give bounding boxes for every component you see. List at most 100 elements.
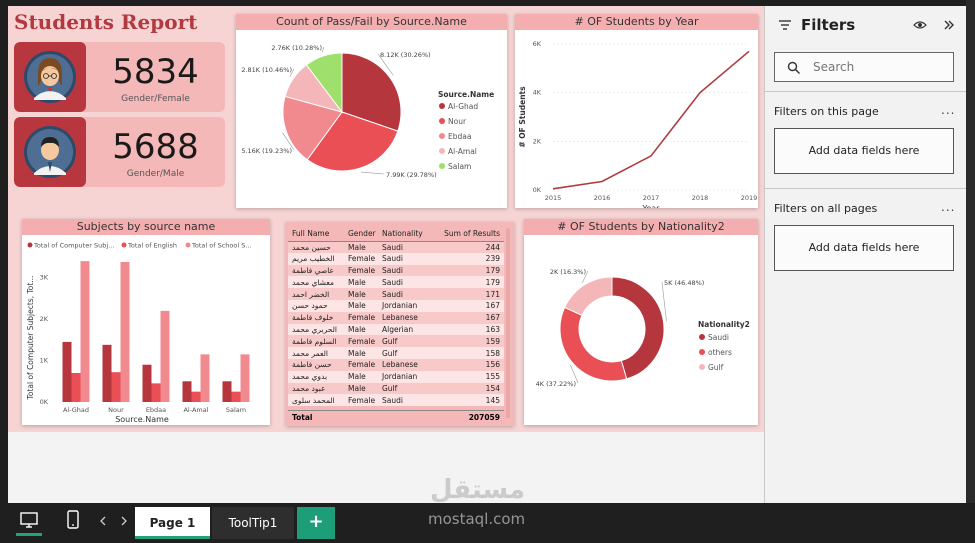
table-scrollbar[interactable] xyxy=(506,228,510,418)
tab-tooltip1[interactable]: ToolTip1 xyxy=(212,507,294,539)
table-cell: عبود محمد xyxy=(288,382,344,395)
table-cell: Jordanian xyxy=(378,299,424,312)
table-cell: 163 xyxy=(424,323,504,336)
table-total-row: Total 207059 xyxy=(288,410,504,424)
add-page-button[interactable]: + xyxy=(297,507,335,539)
table-cell: Gulf xyxy=(378,335,424,348)
filters-on-this-page-label: Filters on this page xyxy=(774,105,879,118)
donut-data-label: 4K (37.22%) xyxy=(536,380,576,388)
kpi-label: Gender/Female xyxy=(121,94,190,104)
table-row[interactable]: الحربري محمد Male Algerian 163 xyxy=(288,323,504,336)
legend-label: Saudi xyxy=(708,333,729,342)
table-cell: 167 xyxy=(424,299,504,312)
kpi-avatar-panel xyxy=(14,117,86,187)
leader-line xyxy=(360,171,385,175)
table-cell: 244 xyxy=(424,241,504,253)
y-tick-label: 1K xyxy=(40,357,49,365)
table-row[interactable]: الخطيب مريم Female Saudi 239 xyxy=(288,252,504,265)
table-row[interactable]: معشاي محمد Male Saudi 179 xyxy=(288,276,504,289)
legend-label: Salam xyxy=(448,162,471,171)
chart-title: Count of Pass/Fail by Source.Name xyxy=(236,14,507,30)
pie-data-label: 2.81K (10.46%) xyxy=(241,66,292,74)
table-row[interactable]: حسن فاطمة Female Lebanese 156 xyxy=(288,358,504,371)
legend-label: Al-Amal xyxy=(448,147,477,156)
bar xyxy=(62,341,72,402)
column-header[interactable]: Sum of Results xyxy=(424,226,504,242)
total-value: 207059 xyxy=(468,413,500,422)
filter-search-box[interactable] xyxy=(774,52,954,82)
column-header[interactable]: Gender xyxy=(344,226,378,242)
table-cell: العمر محمد xyxy=(288,347,344,359)
x-tick-label: 2017 xyxy=(643,194,660,202)
table-cell: 179 xyxy=(424,264,504,277)
legend-marker xyxy=(121,242,127,248)
male-avatar-icon xyxy=(24,126,76,178)
table-cell: Male xyxy=(344,276,378,289)
mobile-view-icon[interactable] xyxy=(66,510,80,530)
legend-marker xyxy=(439,148,445,154)
x-tick-label: Salam xyxy=(226,406,246,414)
collapse-pane-icon[interactable] xyxy=(943,19,955,31)
table-row[interactable]: حمود حسن Male Jordanian 167 xyxy=(288,299,504,312)
column-header[interactable]: Full Name xyxy=(288,226,344,242)
table-cell: Female xyxy=(344,311,378,324)
table-cell: Female xyxy=(344,252,378,265)
more-options-icon[interactable]: ... xyxy=(941,103,956,117)
more-options-icon[interactable]: ... xyxy=(941,200,956,214)
table-cell: عاصي فاطمة xyxy=(288,264,344,277)
table-row[interactable]: خلوف فاطمة Female Lebanese 167 xyxy=(288,311,504,324)
leader-line xyxy=(661,281,667,322)
tab-page-1[interactable]: Page 1 xyxy=(135,507,210,539)
table-row[interactable]: عبود محمد Male Gulf 154 xyxy=(288,382,504,395)
students-table-card[interactable]: Full Name Gender Nationality Sum of Resu… xyxy=(286,222,514,426)
table-cell: Gulf xyxy=(378,382,424,395)
eye-icon[interactable] xyxy=(913,20,927,30)
bar xyxy=(80,261,90,402)
x-tick-label: Ebdaa xyxy=(146,406,166,414)
table-cell: Saudi xyxy=(378,264,424,277)
bar xyxy=(222,381,232,402)
desktop-view-icon[interactable] xyxy=(19,511,39,531)
kpi-card-female[interactable]: 5834 Gender/Female xyxy=(14,42,225,112)
y-tick-label: 2K xyxy=(40,315,49,323)
previous-page-icon[interactable] xyxy=(99,516,107,526)
table-cell: حسن فاطمة xyxy=(288,358,344,371)
table-row[interactable]: الخضر احمد Male Saudi 171 xyxy=(288,288,504,300)
table-cell: Male xyxy=(344,323,378,336)
table-body: حسين محمد Male Saudi 244 الخطيب مريم Female Sa… xyxy=(288,241,504,407)
kpi-card-male[interactable]: 5688 Gender/Male xyxy=(14,117,225,187)
table-cell: حمود حسن xyxy=(288,299,344,312)
line-chart: 0K 2K 4K 6K 2015 2016 2017 2018 2019 Year # OF Stu… xyxy=(518,40,757,208)
next-page-icon[interactable] xyxy=(120,516,128,526)
table-row[interactable]: العمر محمد Male Gulf 158 xyxy=(288,347,504,359)
table-row[interactable]: السلوم فاطمة Female Gulf 159 xyxy=(288,335,504,348)
column-header[interactable]: Nationality xyxy=(378,226,424,242)
table-row[interactable]: عاصي فاطمة Female Saudi 179 xyxy=(288,264,504,277)
legend-title: Source.Name xyxy=(438,90,494,99)
legend-label: Al-Ghad xyxy=(448,102,478,111)
table-cell: Female xyxy=(344,335,378,348)
table-row[interactable]: حسين محمد Male Saudi 244 xyxy=(288,241,504,253)
active-view-indicator xyxy=(16,533,42,536)
donut-chart-card[interactable]: # OF Students by Nationality2 5K (46.48%… xyxy=(524,219,758,425)
leader-line xyxy=(570,364,579,384)
add-fields-drop-zone-page[interactable]: Add data fields here xyxy=(774,128,954,174)
table-header-row: Full Name Gender Nationality Sum of Resu… xyxy=(288,226,504,242)
table-cell: المحمد سلوى xyxy=(288,394,344,407)
table-cell: 145 xyxy=(424,394,504,407)
line-chart-card[interactable]: # OF Students by Year 0K 2K 4K 6K 2015 2016 20… xyxy=(515,14,758,208)
table-row[interactable]: بدوي محمد Male Jordanian 155 xyxy=(288,370,504,383)
table-cell: الخضر احمد xyxy=(288,288,344,300)
report-canvas: Students Report 5834 Gender/Female xyxy=(8,6,764,503)
bar-chart-card[interactable]: Subjects by source name Total of Compute… xyxy=(22,219,270,425)
pie-chart-card[interactable]: Count of Pass/Fail by Source.Name 8.12K … xyxy=(236,14,507,208)
search-input[interactable] xyxy=(813,59,943,75)
report-title: Students Report xyxy=(14,10,198,34)
kpi-value: 5688 xyxy=(112,127,199,167)
add-fields-drop-zone-all[interactable]: Add data fields here xyxy=(774,225,954,271)
table-cell: الحربري محمد xyxy=(288,323,344,336)
donut-chart: 5K (46.48%) 4K (37.22%) 2K (16.3%) National… xyxy=(536,268,750,388)
legend-marker xyxy=(185,242,191,248)
table-row[interactable]: المحمد سلوى Female Saudi 145 xyxy=(288,394,504,407)
table-cell: Male xyxy=(344,299,378,312)
